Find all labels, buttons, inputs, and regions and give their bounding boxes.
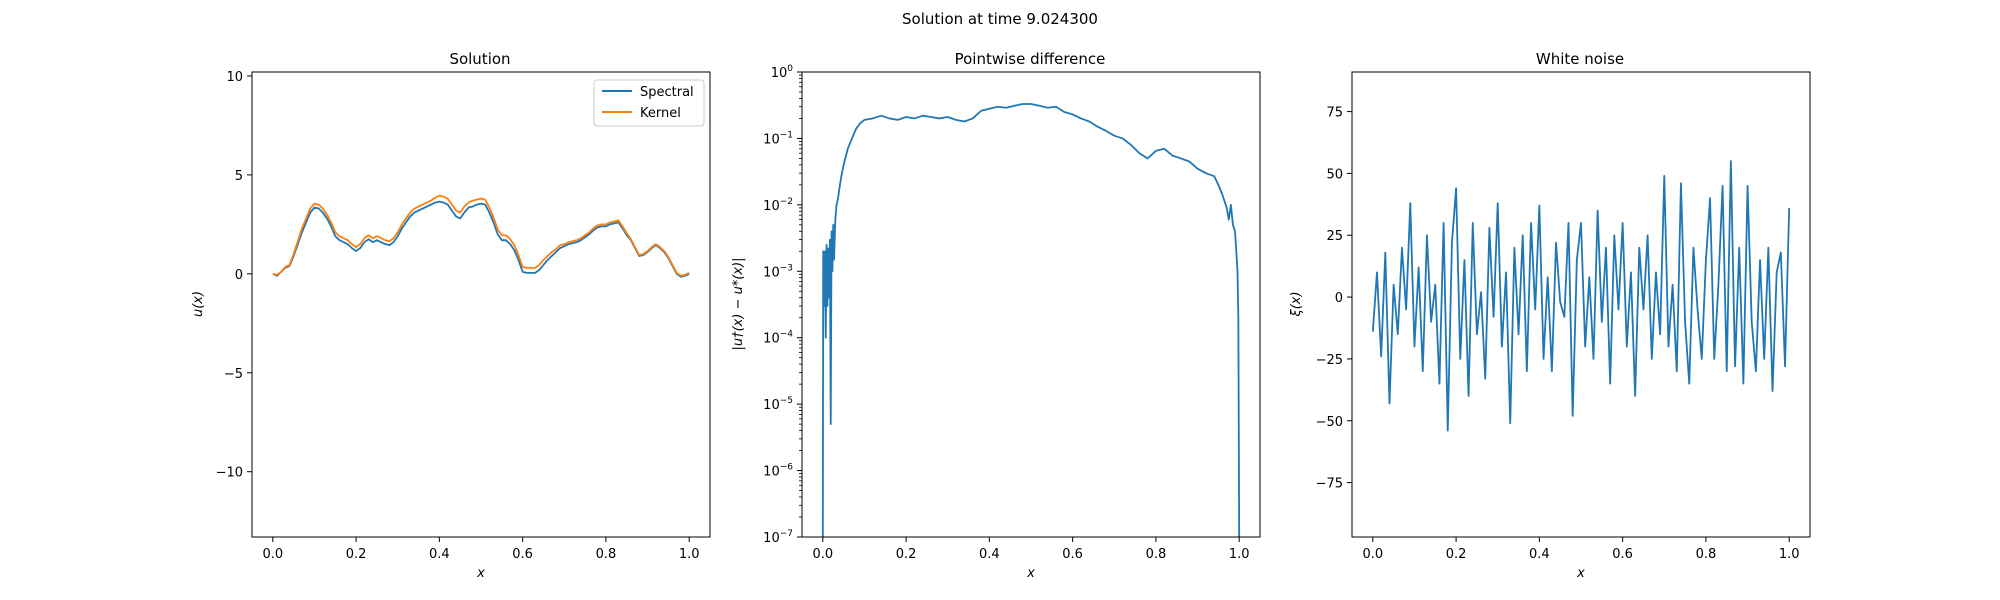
legend-spectral-label: Spectral: [640, 85, 694, 100]
difference-panel: Pointwise difference 0.0 0.2 0.4 0.6 0.8 1.0 1…: [731, 50, 1261, 581]
difference-xlabel: x: [1026, 566, 1035, 581]
legend-kernel-label: Kernel: [640, 106, 681, 121]
difference-ytick-label: 100: [771, 64, 794, 81]
solution-xtick-label: 0.4: [429, 547, 450, 562]
noise-ylabel: ξ(x): [1289, 291, 1304, 317]
solution-ylabel: u(x): [191, 291, 206, 317]
solution-xtick-label: 0.0: [262, 547, 283, 562]
noise-ytick-label: 25: [1326, 229, 1343, 244]
noise-ytick-label: −50: [1316, 415, 1343, 430]
difference-xtick-label: 0.4: [979, 547, 1000, 562]
solution-ytick-label: −5: [224, 367, 243, 382]
difference-xtick-label: 0.2: [896, 547, 917, 562]
solution-ytick-label: −10: [216, 466, 243, 481]
difference-ytick-label: 10−3: [763, 263, 793, 280]
noise-ytick-label: 50: [1326, 167, 1343, 182]
difference-title: Pointwise difference: [955, 50, 1106, 68]
difference-ytick-label: 10−7: [763, 529, 793, 546]
solution-series-line-0: [272, 200, 690, 278]
noise-xtick-label: 0.2: [1446, 547, 1467, 562]
difference-ytick-label: 10−1: [763, 130, 793, 147]
solution-xtick-label: 0.8: [596, 547, 617, 562]
difference-ytick-label: 10−5: [763, 396, 793, 413]
solution-legend: Spectral Kernel: [593, 79, 705, 127]
noise-series-line-0: [1371, 160, 1791, 432]
solution-xtick-label: 0.2: [346, 547, 367, 562]
noise-xtick-label: 0.8: [1696, 547, 1717, 562]
noise-ticks: 0.0 0.2 0.4 0.6 0.8 1.0 −75 −50 −25 0 25 50 75: [1316, 106, 1800, 562]
difference-xtick-label: 0.6: [1062, 547, 1083, 562]
noise-ytick-label: 75: [1326, 106, 1343, 121]
noise-title: White noise: [1536, 50, 1624, 68]
solution-ytick-label: 5: [235, 169, 243, 184]
difference-ticks: 0.0 0.2 0.4 0.6 0.8 1.0 10−7 10−6 10−5 10−4 10−3 10…: [763, 64, 1249, 562]
solution-title: Solution: [449, 50, 510, 68]
noise-xtick-label: 0.6: [1612, 547, 1633, 562]
noise-axes-frame: [1351, 71, 1811, 538]
difference-lines: [821, 103, 1241, 537]
noise-ytick-label: −75: [1316, 477, 1343, 492]
solution-lines: [272, 194, 690, 278]
noise-lines: [1371, 160, 1791, 432]
difference-ytick-label: 10−4: [763, 330, 793, 347]
noise-xtick-label: 0.0: [1362, 547, 1383, 562]
solution-panel: Solution 0.0 0.2 0.4 0.6 0.8 1.0 −10 −5 0 5 10 x u…: [191, 50, 711, 581]
difference-xtick-label: 0.8: [1146, 547, 1167, 562]
difference-ytick-label: 10−2: [763, 197, 793, 214]
solution-ytick-label: 0: [235, 268, 243, 283]
noise-ytick-label: −25: [1316, 353, 1343, 368]
solution-series-line-1: [272, 194, 690, 277]
solution-xlabel: x: [476, 566, 485, 581]
difference-axes-frame: [801, 71, 1261, 538]
noise-xtick-label: 1.0: [1779, 547, 1800, 562]
difference-xtick-label: 1.0: [1229, 547, 1250, 562]
difference-ytick-label: 10−6: [763, 463, 793, 480]
solution-ytick-label: 10: [226, 70, 243, 85]
noise-ytick-label: 0: [1335, 291, 1343, 306]
noise-xtick-label: 0.4: [1529, 547, 1550, 562]
difference-ylabel: |u†(x) − u*(x)|: [731, 257, 746, 350]
difference-xtick-label: 0.0: [812, 547, 833, 562]
noise-panel: White noise 0.0 0.2 0.4 0.6 0.8 1.0−75−50−250…: [1289, 50, 1811, 581]
solution-ticks: 0.0 0.2 0.4 0.6 0.8 1.0 −10 −5 0 5 10: [216, 70, 700, 562]
solution-xtick-label: 0.6: [512, 547, 533, 562]
noise-xlabel: x: [1576, 566, 1585, 581]
difference-series-line-0: [821, 103, 1241, 537]
solution-xtick-label: 1.0: [679, 547, 700, 562]
figure-suptitle: Solution at time 9.024300: [902, 10, 1098, 28]
solution-axes-frame: [251, 71, 711, 538]
